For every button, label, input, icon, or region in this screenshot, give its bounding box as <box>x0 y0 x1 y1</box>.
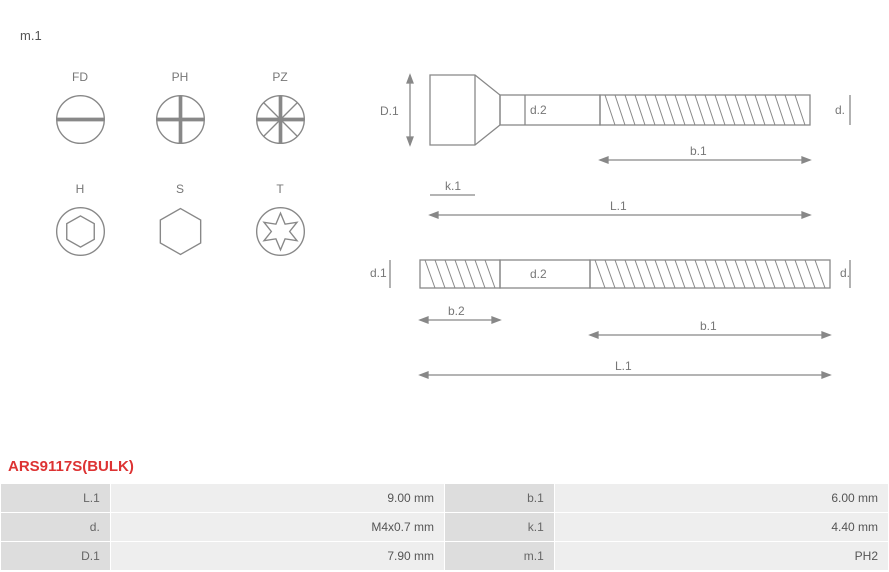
torx-icon <box>253 204 308 259</box>
pozi-icon <box>253 92 308 147</box>
drive-h: H <box>40 182 120 264</box>
spec-val: M4x0.7 mm <box>110 513 444 542</box>
spec-key: D.1 <box>1 542 111 571</box>
hex-socket-icon <box>53 204 108 259</box>
phillips-icon <box>153 92 208 147</box>
spec-key: k.1 <box>445 513 555 542</box>
svg-text:d.2: d.2 <box>530 267 547 281</box>
m1-label: m.1 <box>20 28 42 43</box>
table-row: D.1 7.90 mm m.1 PH2 <box>1 542 889 571</box>
drive-s: S <box>140 182 220 264</box>
spec-val: 4.40 mm <box>554 513 888 542</box>
svg-text:D.1: D.1 <box>380 104 399 118</box>
svg-text:b.1: b.1 <box>700 319 717 333</box>
product-title: ARS9117S(BULK) <box>0 450 889 483</box>
diagram-area: m.1 FD PH PZ H S <box>0 0 889 450</box>
screw-schematic: D.1 d.2 d. k.1 b.1 L.1 d.1 d.2 <box>370 25 870 410</box>
spec-key: b.1 <box>445 484 555 513</box>
svg-text:d.: d. <box>840 266 850 280</box>
drive-fd: FD <box>40 70 120 152</box>
spec-table: L.1 9.00 mm b.1 6.00 mm d. M4x0.7 mm k.1… <box>0 483 889 571</box>
drive-pz: PZ <box>240 70 320 152</box>
spec-val: PH2 <box>554 542 888 571</box>
spec-key: m.1 <box>445 542 555 571</box>
svg-text:b.1: b.1 <box>690 144 707 158</box>
spec-val: 9.00 mm <box>110 484 444 513</box>
svg-text:k.1: k.1 <box>445 179 461 193</box>
svg-text:L.1: L.1 <box>615 359 632 373</box>
drive-types-grid: FD PH PZ H S T <box>30 70 330 294</box>
spec-key: d. <box>1 513 111 542</box>
svg-text:L.1: L.1 <box>610 199 627 213</box>
drive-t: T <box>240 182 320 264</box>
slot-icon <box>53 92 108 147</box>
spec-key: L.1 <box>1 484 111 513</box>
spec-val: 6.00 mm <box>554 484 888 513</box>
svg-text:d.2: d.2 <box>530 103 547 117</box>
spec-val: 7.90 mm <box>110 542 444 571</box>
svg-text:b.2: b.2 <box>448 304 465 318</box>
svg-text:d.1: d.1 <box>370 266 387 280</box>
table-row: L.1 9.00 mm b.1 6.00 mm <box>1 484 889 513</box>
drive-ph: PH <box>140 70 220 152</box>
hex-external-icon <box>153 204 208 259</box>
svg-text:d.: d. <box>835 103 845 117</box>
table-row: d. M4x0.7 mm k.1 4.40 mm <box>1 513 889 542</box>
